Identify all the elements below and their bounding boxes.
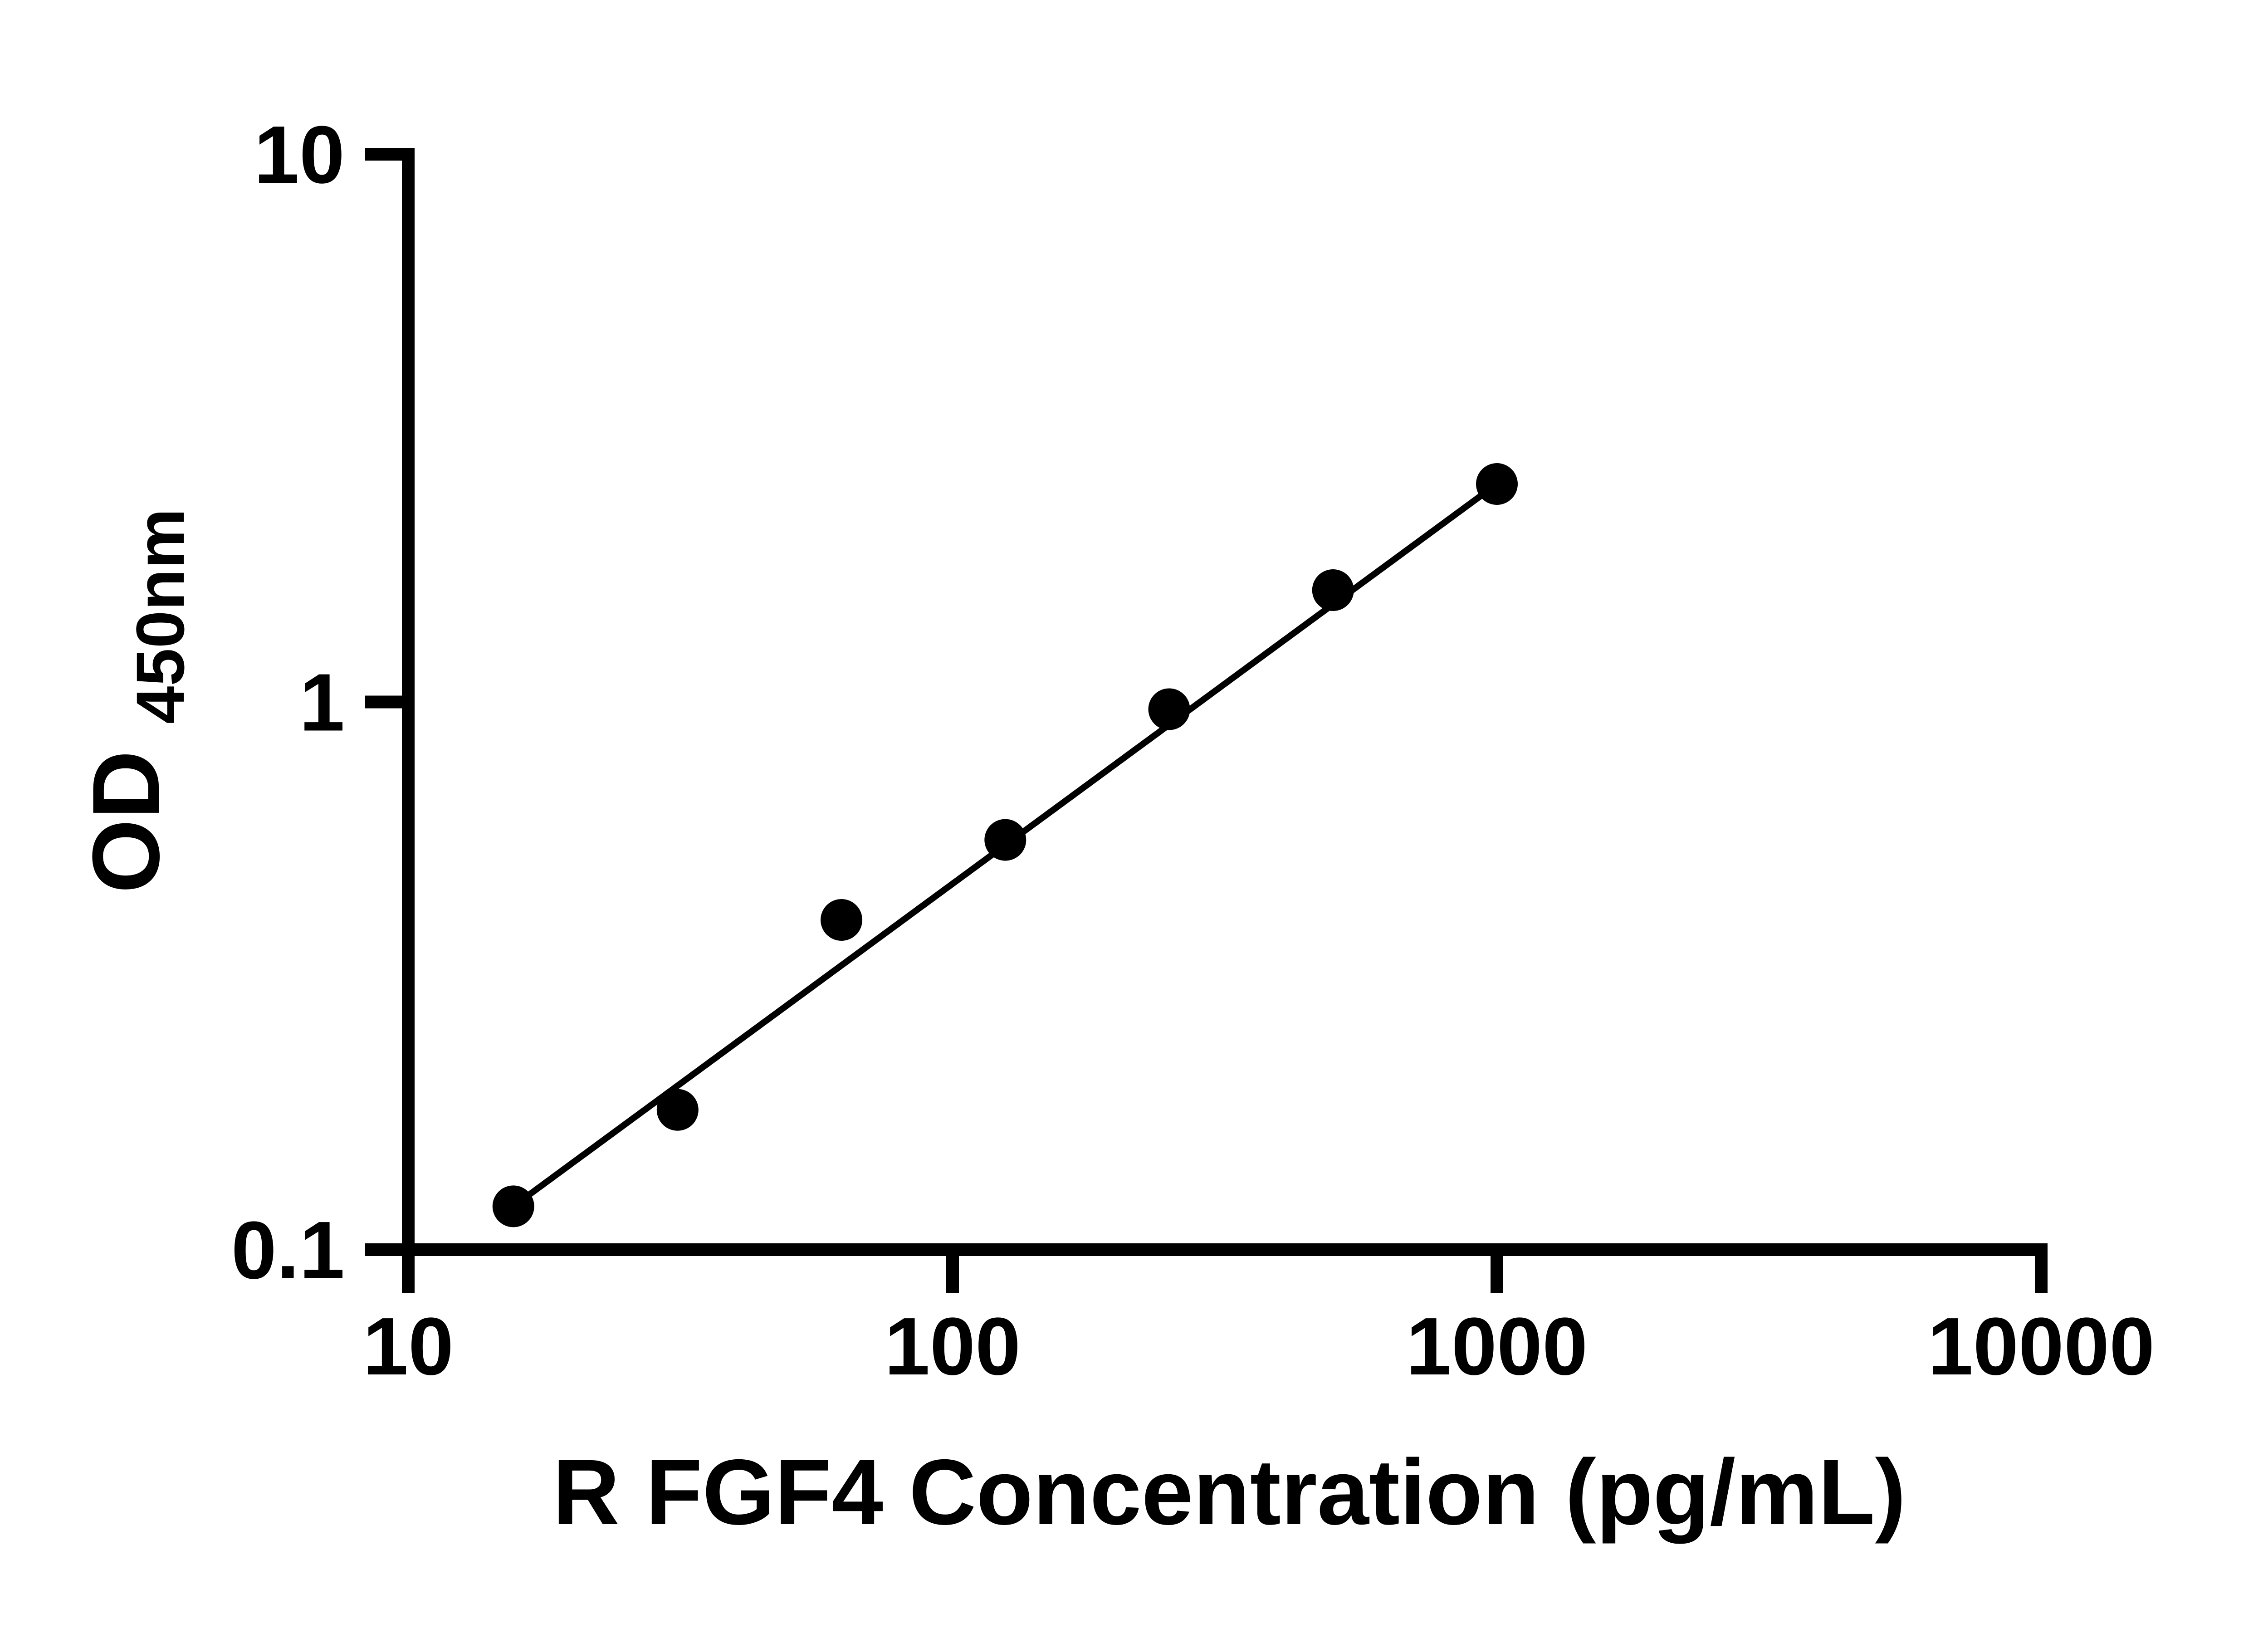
data-point <box>1312 569 1354 611</box>
data-point <box>821 899 863 941</box>
y-axis-title-main: OD <box>73 750 179 893</box>
data-point <box>656 1089 699 1131</box>
data-point <box>984 819 1026 861</box>
x-tick-label: 10 <box>363 1301 454 1392</box>
x-axis-title: R FGF4 Concentration (pg/mL) <box>552 1440 1906 1544</box>
data-point <box>1148 688 1190 730</box>
plot-area: 10 100 1000 10000 0.1 1 10 <box>231 109 2155 1392</box>
y-tick-label: 1 <box>299 657 345 748</box>
y-axis-title-subscript: 450nm <box>122 508 198 724</box>
y-tick-label: 0.1 <box>231 1205 345 1296</box>
y-axis-title: OD 450nm <box>73 508 198 894</box>
y-tick-label: 10 <box>254 109 345 200</box>
x-tick-label: 1000 <box>1406 1301 1588 1392</box>
x-tick-label: 100 <box>885 1301 1021 1392</box>
data-point <box>492 1185 534 1227</box>
x-tick-label: 10000 <box>1928 1301 2155 1392</box>
data-point <box>1476 463 1518 505</box>
